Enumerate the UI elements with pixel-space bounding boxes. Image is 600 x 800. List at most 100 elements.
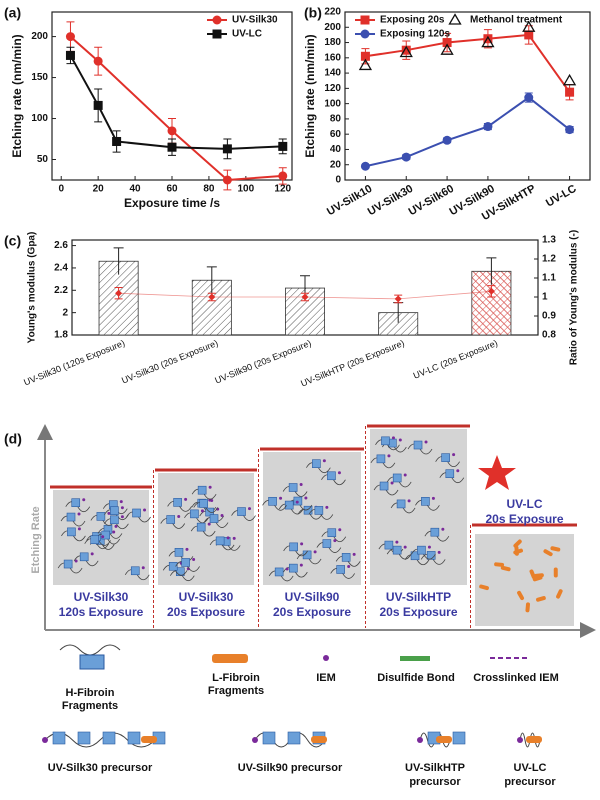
data-point (440, 43, 454, 55)
iem (82, 498, 86, 502)
y-tick-label: 50 (37, 154, 49, 165)
h-fibroin (79, 654, 105, 670)
y-tick-label: 100 (324, 98, 341, 109)
iem (407, 499, 411, 503)
data-point (360, 15, 370, 25)
h-fibroin (421, 497, 430, 506)
legend-label: UV-LC (232, 29, 262, 40)
data-point (562, 73, 577, 86)
data-point (360, 51, 370, 61)
h-fibroin (174, 548, 184, 557)
iem (313, 550, 317, 554)
h-fibroin (288, 483, 298, 492)
y2-tick-label: 0.8 (542, 330, 556, 341)
y-tick-label: 20 (330, 159, 342, 170)
iem (517, 737, 523, 743)
l-fibroin (500, 565, 511, 572)
x-tick-label: UV-SilkHTP (20s Exposure) (299, 338, 406, 389)
iem (456, 469, 460, 473)
step-label: UV-Silk30 (74, 590, 129, 604)
panel-label: (a) (4, 5, 21, 21)
iem (208, 485, 212, 489)
h-fibroin (168, 561, 178, 571)
iem (77, 527, 81, 531)
data-point (93, 100, 103, 110)
iem (398, 438, 402, 442)
data-point (212, 15, 222, 25)
h-fibroin (327, 471, 336, 481)
h-fibroin (410, 551, 420, 561)
iem (184, 497, 188, 501)
legend-label: L-Fibroin (212, 672, 260, 684)
iem (333, 539, 337, 543)
error-bar (206, 266, 217, 294)
h-fibroin (173, 498, 182, 507)
x-tick-label: 120 (274, 184, 291, 195)
plot-frame (344, 11, 591, 181)
y-tick-label: 2.2 (54, 285, 68, 296)
iem (285, 567, 289, 571)
h-fibroin (341, 553, 351, 562)
iem (427, 545, 431, 549)
iem (107, 511, 111, 515)
h-fibroin (262, 731, 276, 745)
h-fibroin (445, 469, 455, 479)
x-tick-label: 80 (203, 184, 215, 195)
h-fibroin (209, 514, 219, 523)
h-fibroin (63, 559, 73, 569)
l-fibroin (543, 549, 553, 557)
y2-tick-label: 1.3 (542, 235, 556, 246)
data-point (401, 152, 411, 162)
iem (200, 509, 204, 513)
y-tick-label: 2.6 (54, 240, 68, 251)
h-fibroin (196, 522, 206, 532)
l-fibroin (525, 602, 530, 613)
data-point (360, 29, 370, 39)
legend-label: Methanol treatment (470, 15, 563, 26)
legend-label: Exposing 120s (380, 29, 450, 40)
h-fibroin (314, 506, 324, 515)
data-point (167, 142, 177, 152)
y2-axis-label: Ratio of Young's modulus (-) (569, 230, 580, 365)
iem (431, 496, 435, 500)
panel-label: (c) (4, 233, 21, 249)
step-label: UV-LC (507, 497, 543, 511)
iem (77, 512, 81, 516)
series-line (69, 54, 283, 150)
step-label: 120s Exposure (59, 605, 144, 619)
h-fibroin (376, 454, 386, 464)
h-fibroin (190, 509, 199, 519)
network-box (263, 452, 361, 585)
h-fibroin (52, 731, 66, 745)
data-point (212, 29, 222, 39)
y-tick-label: 120 (324, 83, 341, 94)
iem (143, 508, 147, 512)
data-point (401, 45, 411, 55)
error-bar (486, 257, 497, 285)
iem (42, 737, 48, 743)
x-tick-label: UV-LC (20s Exposure) (412, 338, 499, 381)
h-fibroin (284, 500, 294, 510)
h-fibroin (327, 528, 337, 538)
h-fibroin (268, 496, 277, 506)
iem (177, 515, 181, 519)
h-fibroin (130, 566, 140, 576)
h-fibroin (96, 512, 106, 521)
iem (304, 496, 308, 500)
h-fibroin (287, 731, 301, 745)
data-point (358, 58, 373, 71)
data-point (565, 125, 575, 135)
iem (390, 481, 394, 485)
h-fibroin (274, 567, 284, 577)
y-axis-label: Young's modulus (Gpa) (27, 232, 38, 344)
l-fibroin (533, 573, 544, 578)
y-tick-label: 220 (324, 7, 341, 18)
legend-label: Fragments (62, 700, 118, 712)
y-tick-label: 80 (330, 114, 342, 125)
data-point (112, 136, 122, 146)
data-point (65, 32, 75, 42)
iem (300, 542, 304, 546)
h-fibroin (381, 436, 390, 446)
